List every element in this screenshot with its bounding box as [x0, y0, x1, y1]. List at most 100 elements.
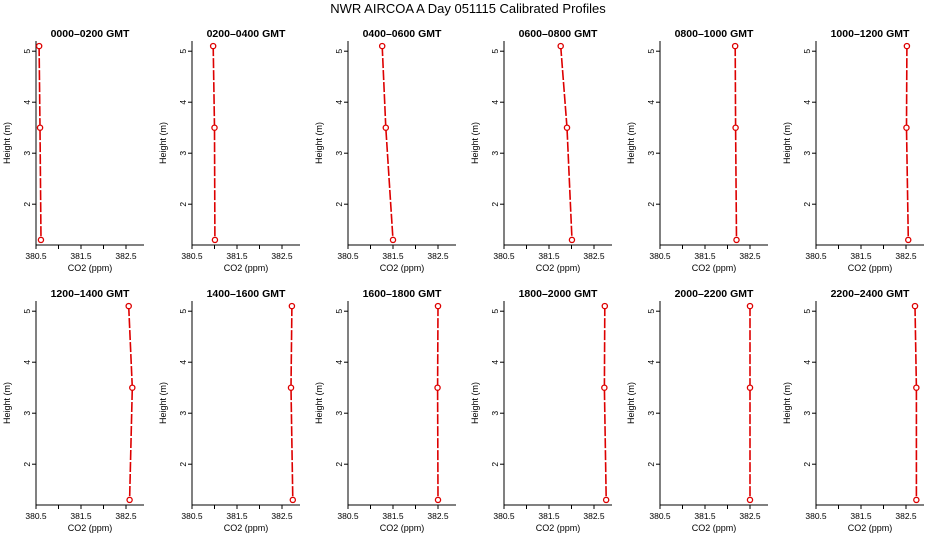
- data-point: [903, 124, 910, 131]
- y-tick-label: 2: [490, 202, 500, 207]
- x-tick-label: 380.5: [649, 511, 671, 521]
- chart-panel: 1600–1800 GMT 380.5 381.5 382.5 2 3 4 5 CO2 (ppm…: [314, 288, 456, 533]
- data-point: [568, 236, 576, 244]
- y-tick-label: 5: [646, 49, 656, 54]
- y-tick-label: 5: [802, 309, 812, 314]
- x-tick-label: 382.5: [895, 251, 917, 261]
- chart-panel: 0800–1000 GMT 380.5 381.5 382.5 2 3 4 5 CO2 (ppm…: [626, 28, 768, 273]
- data-point: [35, 42, 43, 50]
- y-tick-label: 2: [178, 202, 188, 207]
- data-point: [563, 124, 571, 131]
- y-axis-label: Height (m): [626, 122, 636, 164]
- y-tick-label: 4: [646, 360, 656, 365]
- chart-title: 2000–2200 GMT: [675, 288, 754, 300]
- y-tick-label: 3: [490, 411, 500, 416]
- profile-line: [381, 46, 394, 240]
- x-tick-label: 380.5: [649, 251, 671, 261]
- y-tick-label: 3: [22, 151, 32, 156]
- x-tick-label: 382.5: [739, 251, 761, 261]
- x-axis-label: CO2 (ppm): [380, 523, 425, 533]
- x-tick-label: 382.5: [427, 251, 449, 261]
- y-tick-label: 4: [490, 360, 500, 365]
- x-tick-label: 382.5: [427, 511, 449, 521]
- chart-panel: 1400–1600 GMT 380.5 381.5 382.5 2 3 4 5 CO2 (ppm…: [158, 288, 300, 533]
- y-tick-label: 2: [22, 202, 32, 207]
- x-tick-label: 382.5: [739, 511, 761, 521]
- x-axis-label: CO2 (ppm): [224, 523, 269, 533]
- data-point: [287, 384, 295, 391]
- y-axis-label: Height (m): [470, 382, 480, 424]
- y-tick-label: 4: [490, 100, 500, 105]
- y-tick-label: 3: [178, 151, 188, 156]
- x-tick-label: 381.5: [538, 511, 560, 521]
- y-tick-label: 4: [334, 100, 344, 105]
- chart-panel: 1200–1400 GMT 380.5 381.5 382.5 2 3 4 5 CO2 (ppm…: [2, 288, 144, 533]
- y-tick-label: 5: [22, 49, 32, 54]
- y-tick-label: 3: [802, 151, 812, 156]
- y-tick-label: 2: [22, 462, 32, 467]
- y-tick-label: 5: [490, 309, 500, 314]
- profile-line: [290, 306, 294, 500]
- x-tick-label: 380.5: [25, 511, 47, 521]
- x-tick-label: 381.5: [850, 511, 872, 521]
- x-tick-label: 382.5: [115, 251, 137, 261]
- profile-line: [914, 306, 918, 500]
- chart-panel: 0600–0800 GMT 380.5 381.5 382.5 2 3 4 5 CO2 (ppm…: [470, 28, 612, 273]
- data-point: [289, 496, 297, 504]
- y-tick-label: 5: [22, 309, 32, 314]
- y-tick-label: 2: [802, 202, 812, 207]
- y-tick-label: 4: [334, 360, 344, 365]
- data-point: [434, 496, 442, 504]
- chart-panel: 0400–0600 GMT 380.5 381.5 382.5 2 3 4 5 CO2 (ppm…: [314, 28, 456, 273]
- chart-title: 1800–2000 GMT: [519, 288, 598, 300]
- data-point: [601, 302, 609, 310]
- data-point: [389, 236, 397, 244]
- chart-title: 0200–0400 GMT: [207, 28, 286, 40]
- x-tick-label: 381.5: [694, 251, 716, 261]
- y-tick-label: 2: [490, 462, 500, 467]
- x-tick-label: 381.5: [538, 251, 560, 261]
- chart-panel: 1000–1200 GMT 380.5 381.5 382.5 2 3 4 5 CO2 (ppm…: [782, 28, 924, 273]
- chart-title: 1200–1400 GMT: [51, 288, 130, 300]
- y-tick-label: 3: [802, 411, 812, 416]
- data-point: [913, 384, 920, 391]
- x-axis-label: CO2 (ppm): [68, 523, 113, 533]
- x-tick-label: 380.5: [493, 251, 515, 261]
- x-tick-label: 380.5: [181, 511, 203, 521]
- x-tick-label: 381.5: [70, 511, 92, 521]
- x-tick-label: 382.5: [583, 251, 605, 261]
- data-point: [126, 496, 133, 504]
- x-tick-label: 381.5: [226, 511, 248, 521]
- profile-line: [905, 46, 910, 240]
- data-point: [746, 496, 754, 504]
- profile-line: [734, 46, 738, 240]
- x-tick-label: 382.5: [895, 511, 917, 521]
- data-point: [382, 124, 390, 131]
- y-axis-label: Height (m): [2, 382, 12, 424]
- y-tick-label: 3: [178, 411, 188, 416]
- y-axis-label: Height (m): [782, 382, 792, 424]
- y-tick-label: 3: [490, 151, 500, 156]
- y-tick-label: 4: [646, 100, 656, 105]
- chart-panel: 0200–0400 GMT 380.5 381.5 382.5 2 3 4 5 CO2 (ppm…: [158, 28, 300, 273]
- y-tick-label: 2: [802, 462, 812, 467]
- y-axis-label: Height (m): [782, 122, 792, 164]
- x-tick-label: 380.5: [337, 251, 359, 261]
- x-tick-label: 380.5: [181, 251, 203, 261]
- x-tick-label: 380.5: [337, 511, 359, 521]
- profile-line: [38, 46, 42, 240]
- y-tick-label: 5: [334, 49, 344, 54]
- x-axis-label: CO2 (ppm): [692, 263, 737, 273]
- x-axis-label: CO2 (ppm): [848, 263, 893, 273]
- chart-title: 1600–1800 GMT: [363, 288, 442, 300]
- data-point: [602, 496, 610, 504]
- y-tick-label: 3: [22, 411, 32, 416]
- x-tick-label: 380.5: [805, 251, 827, 261]
- y-tick-label: 2: [646, 462, 656, 467]
- y-axis-label: Height (m): [158, 122, 168, 164]
- data-point: [913, 496, 920, 504]
- y-tick-label: 5: [334, 309, 344, 314]
- x-tick-label: 380.5: [493, 511, 515, 521]
- chart-title: 0800–1000 GMT: [675, 28, 754, 40]
